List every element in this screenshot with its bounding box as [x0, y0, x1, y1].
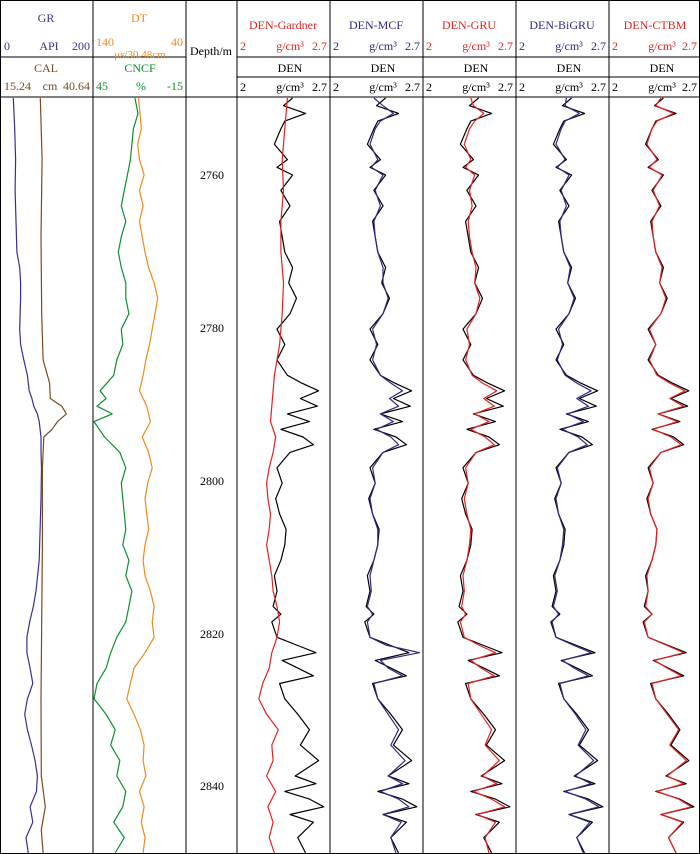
den-gru-meas-min: 2 — [426, 80, 432, 94]
cal-unit: cm — [43, 79, 58, 93]
den-gardner-pred-max: 2.7 — [312, 39, 327, 53]
den-mcf-pred-max: 2.7 — [405, 39, 420, 53]
gr-scale-max: 200 — [72, 39, 90, 53]
den-bigru-pred-max: 2.7 — [591, 39, 606, 53]
den-bigru-header: DEN-BiGRU 2 g/cm³ 2.7 DEN 2 g/cm³ 2.7 — [519, 18, 606, 94]
den-ctbm-title: DEN-CTBM — [624, 18, 687, 32]
cal-curve — [39, 97, 67, 854]
den-ctbm-meas-max: 2.7 — [682, 80, 697, 94]
dt-scale-max: 40 — [171, 35, 183, 49]
cncf-curve — [93, 97, 139, 854]
den-mcf-measured-curve — [364, 97, 418, 854]
den-ctbm-meas-min: 2 — [612, 80, 618, 94]
depth-tick-label: 2840 — [200, 779, 224, 793]
dt-scale-min: 140 — [96, 35, 114, 49]
depth-tick-label: 2760 — [200, 168, 224, 182]
gr-scale-min: 0 — [4, 39, 10, 53]
den-gru-title: DEN-GRU — [442, 18, 496, 32]
cncf-scale-min: 45 — [96, 79, 108, 93]
den-bigru-pred-unit: g/cm³ — [555, 39, 583, 53]
cncf-curve-name: CNCF — [124, 61, 156, 75]
dt-curve-name: DT — [131, 11, 148, 25]
dt-unit: μs/30.48cm — [114, 49, 166, 61]
den-gardner-title: DEN-Gardner — [249, 18, 317, 32]
depth-tick-label: 2800 — [200, 474, 224, 488]
den-gru-pred-min: 2 — [426, 39, 432, 53]
log-curves — [12, 97, 695, 854]
gr-curve-name: GR — [38, 11, 55, 25]
cal-scale-min: 15.24 — [4, 79, 31, 93]
den-ctbm-meas-name: DEN — [650, 61, 675, 75]
den-bigru-pred-min: 2 — [519, 39, 525, 53]
den-ctbm-pred-max: 2.7 — [682, 39, 697, 53]
track-gr-cal-header: GR 0 API 200 CAL 15.24 cm 40.64 — [4, 11, 90, 93]
depth-tick-label: 2820 — [200, 627, 224, 641]
den-bigru-meas-unit: g/cm³ — [555, 80, 583, 94]
den-mcf-pred-min: 2 — [333, 39, 339, 53]
den-bigru-measured-curve — [550, 97, 604, 854]
den-ctbm-header: DEN-CTBM 2 g/cm³ 2.7 DEN 2 g/cm³ 2.7 — [612, 18, 697, 94]
den-bigru-meas-max: 2.7 — [591, 80, 606, 94]
den-gru-meas-max: 2.7 — [498, 80, 513, 94]
cncf-unit: % — [136, 79, 146, 93]
den-mcf-title: DEN-MCF — [349, 18, 403, 32]
dt-curve — [126, 97, 159, 854]
den-mcf-meas-min: 2 — [333, 80, 339, 94]
den-gardner-measured-curve — [271, 97, 325, 854]
den-gru-meas-name: DEN — [464, 61, 489, 75]
den-bigru-meas-name: DEN — [557, 61, 582, 75]
gr-unit: API — [39, 39, 58, 53]
den-ctbm-meas-unit: g/cm³ — [648, 80, 676, 94]
den-bigru-meas-min: 2 — [519, 80, 525, 94]
cncf-scale-max: -15 — [167, 79, 183, 93]
den-mcf-meas-max: 2.7 — [405, 80, 420, 94]
den-gardner-meas-unit: g/cm³ — [276, 80, 304, 94]
den-gru-measured-curve — [457, 97, 511, 854]
den-gardner-pred-min: 2 — [240, 39, 246, 53]
den-ctbm-pred-unit: g/cm³ — [648, 39, 676, 53]
den-gru-pred-unit: g/cm³ — [462, 39, 490, 53]
den-mcf-header: DEN-MCF 2 g/cm³ 2.7 DEN 2 g/cm³ 2.7 — [333, 18, 420, 94]
depth-axis-label: Depth/m — [190, 44, 233, 58]
den-gru-predicted-curve — [459, 97, 506, 854]
den-mcf-meas-name: DEN — [371, 61, 396, 75]
den-gardner-pred-unit: g/cm³ — [276, 39, 304, 53]
den-gardner-meas-max: 2.7 — [312, 80, 327, 94]
track-dt-cncf-header: DT 140 40 μs/30.48cm CNCF 45 % -15 — [96, 11, 183, 93]
den-mcf-predicted-curve — [366, 97, 420, 854]
depth-ticks: 2760 2780 2800 2820 2840 — [200, 168, 224, 793]
den-gardner-meas-name: DEN — [278, 61, 303, 75]
den-ctbm-predicted-curve — [643, 97, 692, 854]
den-ctbm-pred-min: 2 — [612, 39, 618, 53]
cal-curve-name: CAL — [34, 61, 58, 75]
den-gardner-meas-min: 2 — [240, 80, 246, 94]
den-mcf-meas-unit: g/cm³ — [369, 80, 397, 94]
den-gardner-header: DEN-Gardner 2 g/cm³ 2.7 DEN 2 g/cm³ 2.7 — [240, 18, 327, 94]
cal-scale-max: 40.64 — [63, 79, 90, 93]
den-gru-pred-max: 2.7 — [498, 39, 513, 53]
den-gru-meas-unit: g/cm³ — [462, 80, 490, 94]
den-bigru-title: DEN-BiGRU — [529, 18, 595, 32]
den-bigru-predicted-curve — [551, 97, 600, 854]
den-gru-header: DEN-GRU 2 g/cm³ 2.7 DEN 2 g/cm³ 2.7 — [426, 18, 513, 94]
gr-curve — [12, 97, 43, 854]
den-mcf-pred-unit: g/cm³ — [369, 39, 397, 53]
depth-tick-label: 2780 — [200, 321, 224, 335]
den-gardner-predicted-curve — [258, 97, 288, 854]
